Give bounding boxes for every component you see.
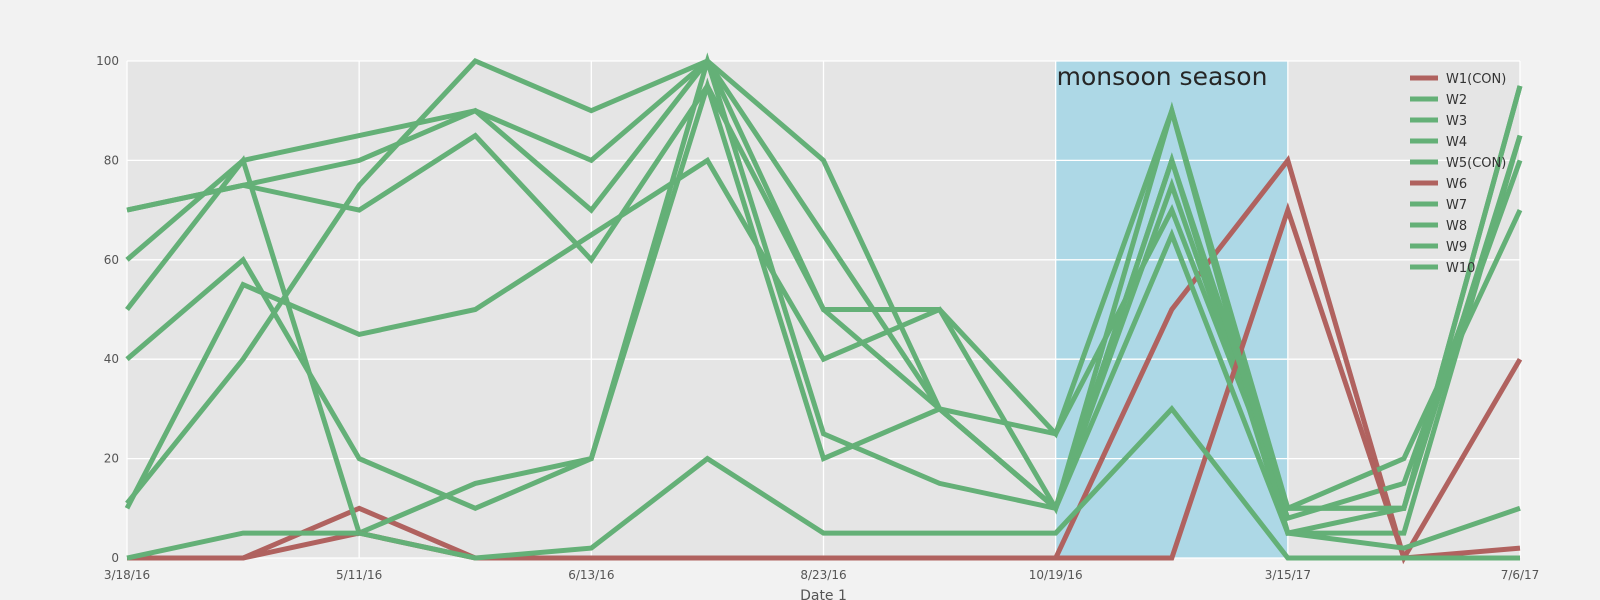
axis-ticks: 0 20 40 60 80 100 3/18/16 5/11/16 6/13/16 8/23/16… [96,54,1539,582]
legend-label: W2 [1446,93,1467,108]
x-tick-label: 5/11/16 [336,568,382,582]
y-tick-label: 80 [104,153,119,167]
legend-label: W1(CON) [1446,72,1506,87]
legend-label: W9 [1446,240,1467,255]
x-tick-label: 10/19/16 [1029,568,1083,582]
y-tick-label: 20 [104,452,119,466]
legend: W1(CON) W2 W3 W4 W5(CON) W6 W7 W8 W9 W10 [1410,72,1506,276]
series-lines [124,52,1523,565]
legend-label: W7 [1446,198,1467,213]
y-tick-label: 100 [96,54,119,68]
series-line-w10 [126,405,1520,561]
x-axis-label: Date 1 [800,588,847,600]
x-tick-label: 6/13/16 [568,568,614,582]
legend-label: W3 [1446,114,1467,129]
series-line-w8 [124,101,1521,551]
x-tick-label: 3/18/16 [104,568,150,582]
x-tick-label: 3/15/17 [1265,568,1311,582]
series-line-w9 [125,57,1523,513]
x-tick-label: 7/6/17 [1501,568,1540,582]
legend-label: W4 [1446,135,1467,150]
x-tick-label: 8/23/16 [800,568,846,582]
legend-label: W6 [1446,177,1467,192]
legend-label: W10 [1446,261,1475,276]
y-tick-label: 0 [111,551,119,565]
legend-label: W8 [1446,219,1467,234]
legend-label: W5(CON) [1446,156,1506,171]
y-tick-label: 40 [104,352,119,366]
shaded-region-label: monsoon season [1057,62,1268,91]
y-tick-label: 60 [104,253,119,267]
